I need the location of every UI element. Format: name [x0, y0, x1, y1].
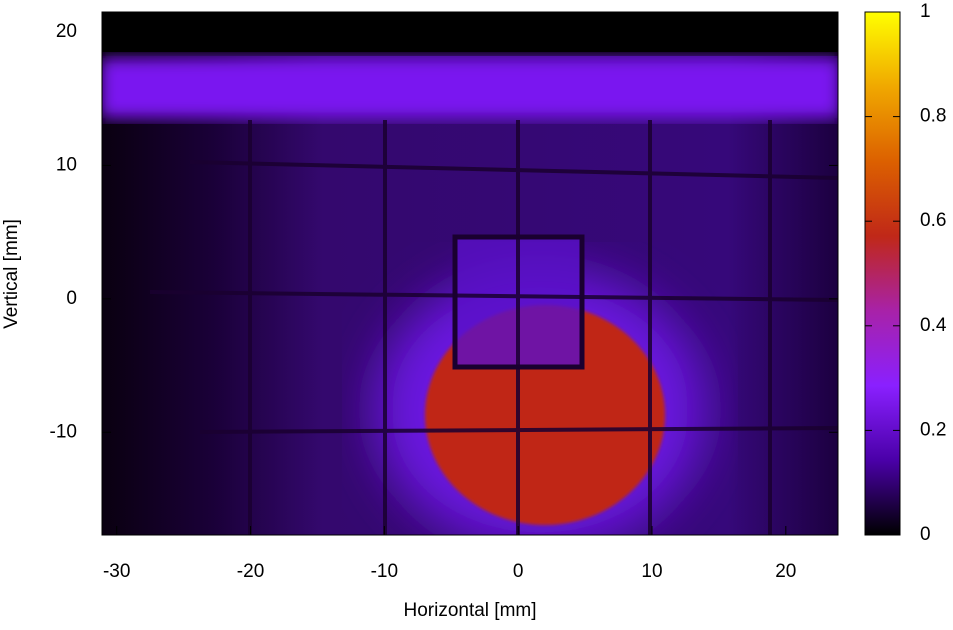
heatmap-image [102, 12, 838, 535]
y-tick-label: 10 [56, 154, 77, 175]
colorbar [864, 11, 901, 536]
x-tick-label: -20 [237, 561, 264, 582]
plot-frame [101, 11, 839, 536]
x-axis-label: Horizontal [mm] [403, 600, 536, 621]
colorbar-tick-label: 0 [920, 524, 931, 545]
colorbar-tick-label: 1 [920, 1, 931, 22]
y-tick-label: 20 [56, 21, 77, 42]
y-axis-label: Vertical [mm] [1, 219, 22, 329]
x-tick-label: 10 [641, 561, 662, 582]
colorbar-tick-label: 0.2 [920, 419, 946, 440]
x-tick-label: 0 [513, 561, 524, 582]
colorbar-tick-label: 0.4 [920, 315, 947, 336]
x-tick-label: -10 [371, 561, 398, 582]
x-tick-label: -30 [103, 561, 130, 582]
x-tick-label: 20 [775, 561, 796, 582]
y-tick-label: 0 [66, 288, 77, 309]
colorbar-tick-label: 0.8 [920, 106, 946, 127]
y-tick-label: -10 [50, 421, 77, 442]
colorbar-tick-label: 0.6 [920, 210, 946, 231]
